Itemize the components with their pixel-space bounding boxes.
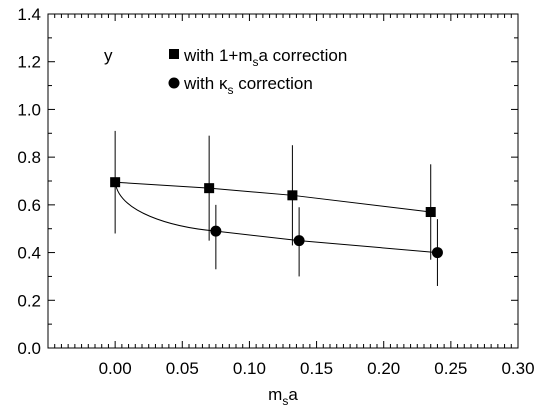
x-tick-label: 0.30 [501,359,534,378]
y-tick-label: 0.8 [17,148,41,167]
legend-label-circle-pre: with κ [183,74,228,93]
data-point-square [110,177,121,188]
legend-label-circle-sub: s [227,83,233,97]
data-point-circle [210,225,222,237]
legend-label-square-pre: with 1+m [183,46,253,65]
x-axis-label-main: m [268,385,282,404]
legend-label-square-post: a correction [259,46,348,65]
x-tick-label: 0.20 [367,359,400,378]
fit-line-circle [114,182,438,254]
axis-ticks [47,13,519,349]
data-point-circle [431,247,443,259]
legend-label-square-sub: s [253,55,259,69]
x-axis-label: msa [268,385,298,408]
fit-lines [114,181,438,254]
y-tick-label: 0.2 [17,291,41,310]
annotation-y: y [104,46,113,65]
x-axis-label-tail: a [288,385,298,404]
y-tick-labels: 0.0 0.2 0.4 0.6 0.8 1.0 1.2 1.4 [17,5,41,358]
legend-marker-circle [168,77,180,89]
x-tick-label: 0.25 [434,359,467,378]
data-markers [110,177,443,259]
x-axis-label-sub: s [282,394,288,408]
x-tick-label: 0.15 [300,359,333,378]
data-point-square [204,183,215,194]
fit-line-square [115,181,431,213]
legend-label-square: with 1+msa correction [183,46,347,69]
x-tick-label: 0.05 [166,359,199,378]
y-tick-label: 1.0 [17,100,41,119]
data-point-circle [293,235,305,247]
legend-label-circle: with κs correction [183,74,313,97]
y-tick-label: 1.4 [17,5,41,24]
data-point-square [287,190,298,201]
legend-label-circle-post: correction [233,74,312,93]
x-tick-label: 0.10 [233,359,266,378]
error-bars [114,130,438,286]
x-tick-label: 0.00 [99,359,132,378]
y-tick-label: 0.4 [17,244,41,263]
data-point-square [425,207,436,218]
x-tick-labels: 0.00 0.05 0.10 0.15 0.20 0.25 0.30 [99,359,535,378]
y-tick-label: 0.6 [17,196,41,215]
legend: with 1+msa correction with κs correction [168,46,347,97]
legend-marker-square [169,49,179,59]
y-tick-label: 0.0 [17,339,41,358]
y-tick-label: 1.2 [17,53,41,72]
